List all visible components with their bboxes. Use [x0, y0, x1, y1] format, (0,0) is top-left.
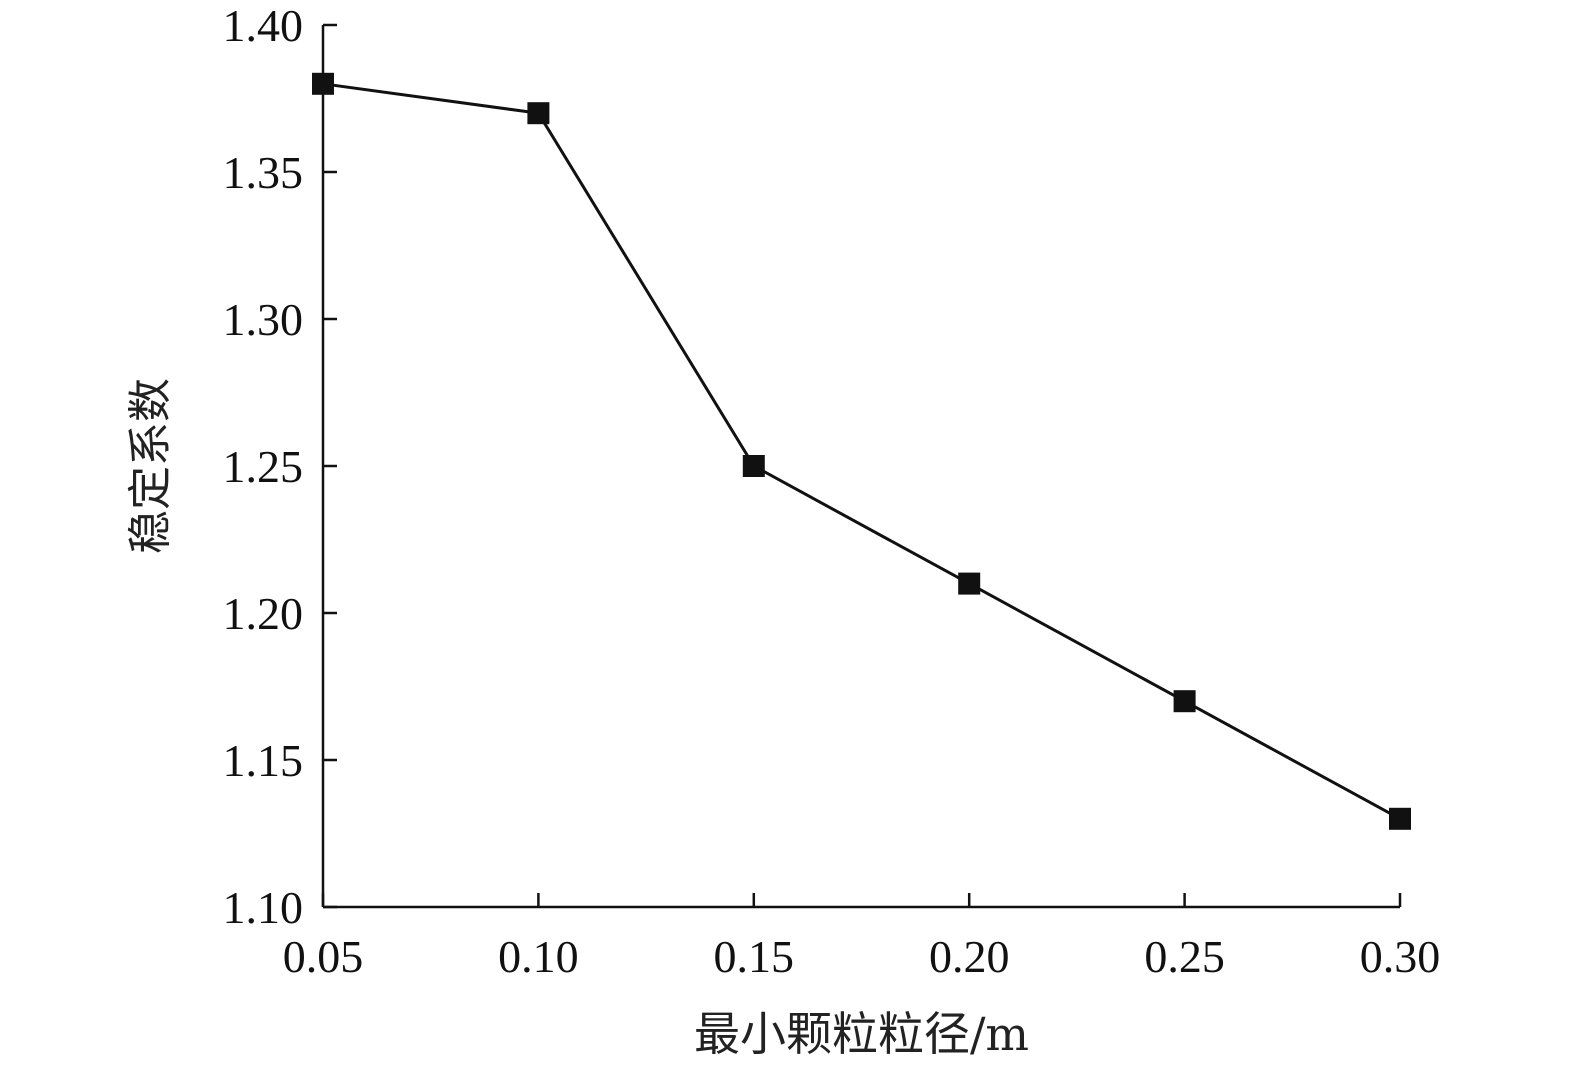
x-tick-label: 0.10: [498, 931, 579, 982]
x-tick-label: 0.15: [714, 931, 795, 982]
data-point-marker: [1389, 807, 1411, 830]
x-axis-title: 最小颗粒粒径/m: [694, 1007, 1029, 1061]
y-tick-label: 1.25: [223, 441, 304, 492]
data-point-marker: [958, 572, 981, 595]
y-tick-label: 1.40: [223, 0, 304, 51]
y-tick-label: 1.30: [223, 294, 304, 345]
x-tick-label: 0.05: [283, 931, 364, 982]
x-tick-label: 0.20: [929, 931, 1010, 982]
y-ticks: 1.10 1.15 1.20 1.25 1.30 1.35 1.40: [223, 0, 337, 933]
y-tick-label: 1.20: [223, 588, 304, 639]
series: [312, 72, 1411, 830]
x-ticks: 0.05 0.10 0.15 0.20 0.25 0.30: [283, 893, 1441, 982]
y-tick-label: 1.35: [223, 147, 304, 198]
series-line: [322, 82, 1401, 821]
x-tick-label: 0.25: [1144, 931, 1225, 982]
data-point-marker: [527, 102, 550, 125]
data-point-marker: [1173, 690, 1196, 713]
data-point-marker: [742, 455, 765, 477]
y-tick-label: 1.15: [223, 735, 304, 786]
axes: [321, 25, 1400, 909]
x-tick-label: 0.30: [1360, 931, 1441, 982]
y-axis-title: 稳定系数: [125, 378, 176, 554]
y-tick-label: 1.10: [223, 882, 304, 933]
data-point-marker: [312, 72, 334, 95]
